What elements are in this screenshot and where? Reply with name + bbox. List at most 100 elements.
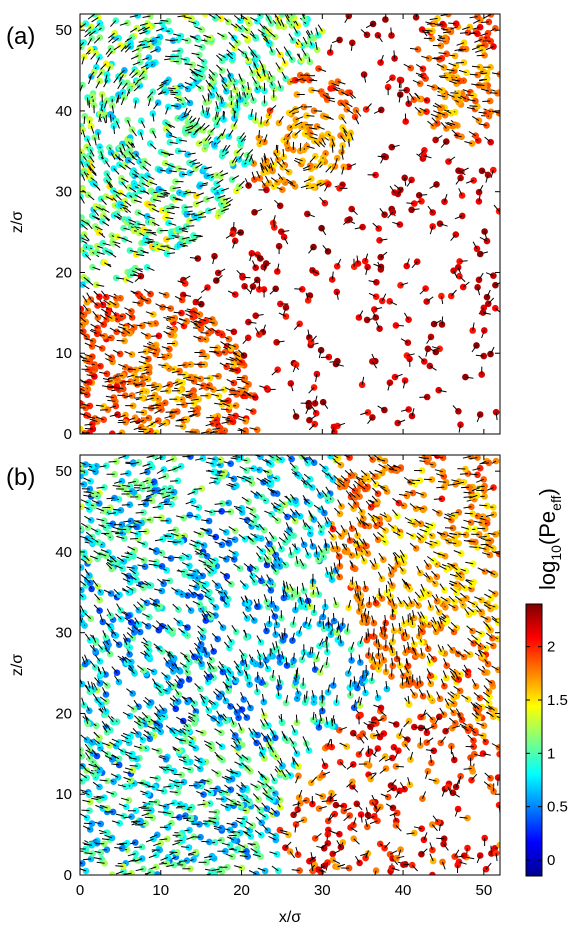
orientation-arrow (141, 176, 149, 182)
orientation-arrow (226, 378, 235, 384)
orientation-arrow (399, 782, 406, 790)
particle-point (462, 45, 470, 53)
orientation-arrow (214, 541, 223, 546)
orientation-arrow (112, 241, 121, 245)
particle-point (113, 117, 120, 125)
orientation-arrow (230, 457, 239, 460)
orientation-arrow (354, 547, 358, 556)
orientation-arrow (80, 196, 85, 204)
orientation-arrow (319, 638, 324, 647)
panel-label-b: (b) (6, 464, 35, 491)
orientation-arrow (168, 134, 177, 139)
orientation-arrow (208, 69, 216, 76)
orientation-arrow (332, 850, 341, 855)
particle-point (271, 777, 278, 785)
orientation-arrow (379, 238, 388, 241)
orientation-arrow (332, 677, 335, 686)
orientation-arrow (130, 55, 139, 60)
orientation-arrow (495, 853, 498, 862)
orientation-arrow (215, 754, 223, 761)
orientation-arrow (217, 32, 225, 38)
orientation-arrow (379, 710, 387, 717)
orientation-arrow (96, 284, 105, 287)
orientation-arrow (153, 102, 159, 110)
orientation-arrow (80, 402, 81, 404)
orientation-arrow (80, 311, 85, 316)
orientation-arrow (142, 26, 150, 32)
orientation-arrow (279, 829, 288, 833)
orientation-arrow (491, 615, 499, 622)
orientation-arrow (276, 18, 282, 26)
orientation-arrow (240, 33, 248, 39)
orientation-arrow (104, 380, 113, 383)
orientation-arrow (350, 42, 353, 51)
orientation-arrow (322, 401, 329, 409)
particle-point (376, 325, 383, 333)
orientation-arrow (87, 681, 91, 690)
orientation-arrow (141, 621, 149, 627)
orientation-arrow (477, 287, 481, 296)
orientation-arrow (429, 365, 437, 371)
orientation-arrow (158, 766, 167, 771)
orientation-arrow (80, 46, 82, 52)
orientation-arrow (124, 395, 133, 398)
orientation-arrow (389, 185, 396, 193)
orientation-arrow (485, 174, 489, 183)
orientation-arrow (271, 865, 279, 872)
orientation-arrow (308, 246, 314, 254)
orientation-arrow (454, 48, 463, 52)
orientation-arrow (234, 865, 243, 869)
orientation-arrow (451, 129, 459, 136)
orientation-arrow (321, 227, 327, 236)
orientation-arrow (343, 219, 350, 225)
orientation-arrow (105, 250, 113, 255)
orientation-arrow (132, 301, 141, 304)
orientation-arrow (165, 128, 173, 135)
orientation-arrow (387, 523, 395, 529)
orientation-arrow (281, 14, 283, 15)
orientation-arrow (163, 316, 172, 320)
orientation-arrow (138, 805, 147, 809)
orientation-arrow (140, 64, 149, 69)
orientation-arrow (248, 65, 254, 74)
orientation-arrow (302, 36, 308, 45)
orientation-arrow (289, 508, 296, 516)
particle-point (367, 723, 374, 730)
orientation-arrow (131, 48, 140, 53)
orientation-arrow (167, 246, 176, 250)
orientation-arrow (102, 641, 108, 649)
orientation-arrow (119, 147, 124, 156)
orientation-arrow (449, 580, 458, 585)
orientation-arrow (102, 242, 111, 246)
orientation-arrow (141, 182, 150, 188)
orientation-arrow (346, 108, 354, 115)
orientation-arrow (139, 30, 148, 35)
orientation-arrow (232, 240, 236, 249)
orientation-arrow (81, 359, 90, 363)
orientation-arrow (167, 123, 176, 128)
orientation-arrow (94, 344, 103, 349)
orientation-arrow (289, 737, 295, 745)
orientation-arrow (118, 69, 125, 77)
orientation-arrow (134, 194, 143, 199)
particle-point (325, 353, 333, 361)
orientation-arrow (202, 586, 210, 593)
orientation-arrow (488, 589, 496, 595)
orientation-arrow (249, 427, 258, 431)
orientation-arrow (491, 665, 499, 671)
orientation-arrow (120, 192, 128, 198)
orientation-arrow (324, 538, 328, 547)
y-tick-label: 30 (55, 184, 72, 201)
orientation-arrow (222, 144, 227, 153)
orientation-arrow (188, 20, 197, 25)
orientation-arrow (186, 225, 195, 227)
orientation-arrow (141, 498, 150, 502)
particle-point (490, 504, 497, 511)
orientation-arrow (387, 382, 391, 391)
orientation-arrow (292, 756, 295, 765)
orientation-arrow (259, 385, 268, 389)
particle-point (411, 480, 419, 488)
orientation-arrow (454, 808, 459, 817)
orientation-arrow (147, 98, 151, 107)
